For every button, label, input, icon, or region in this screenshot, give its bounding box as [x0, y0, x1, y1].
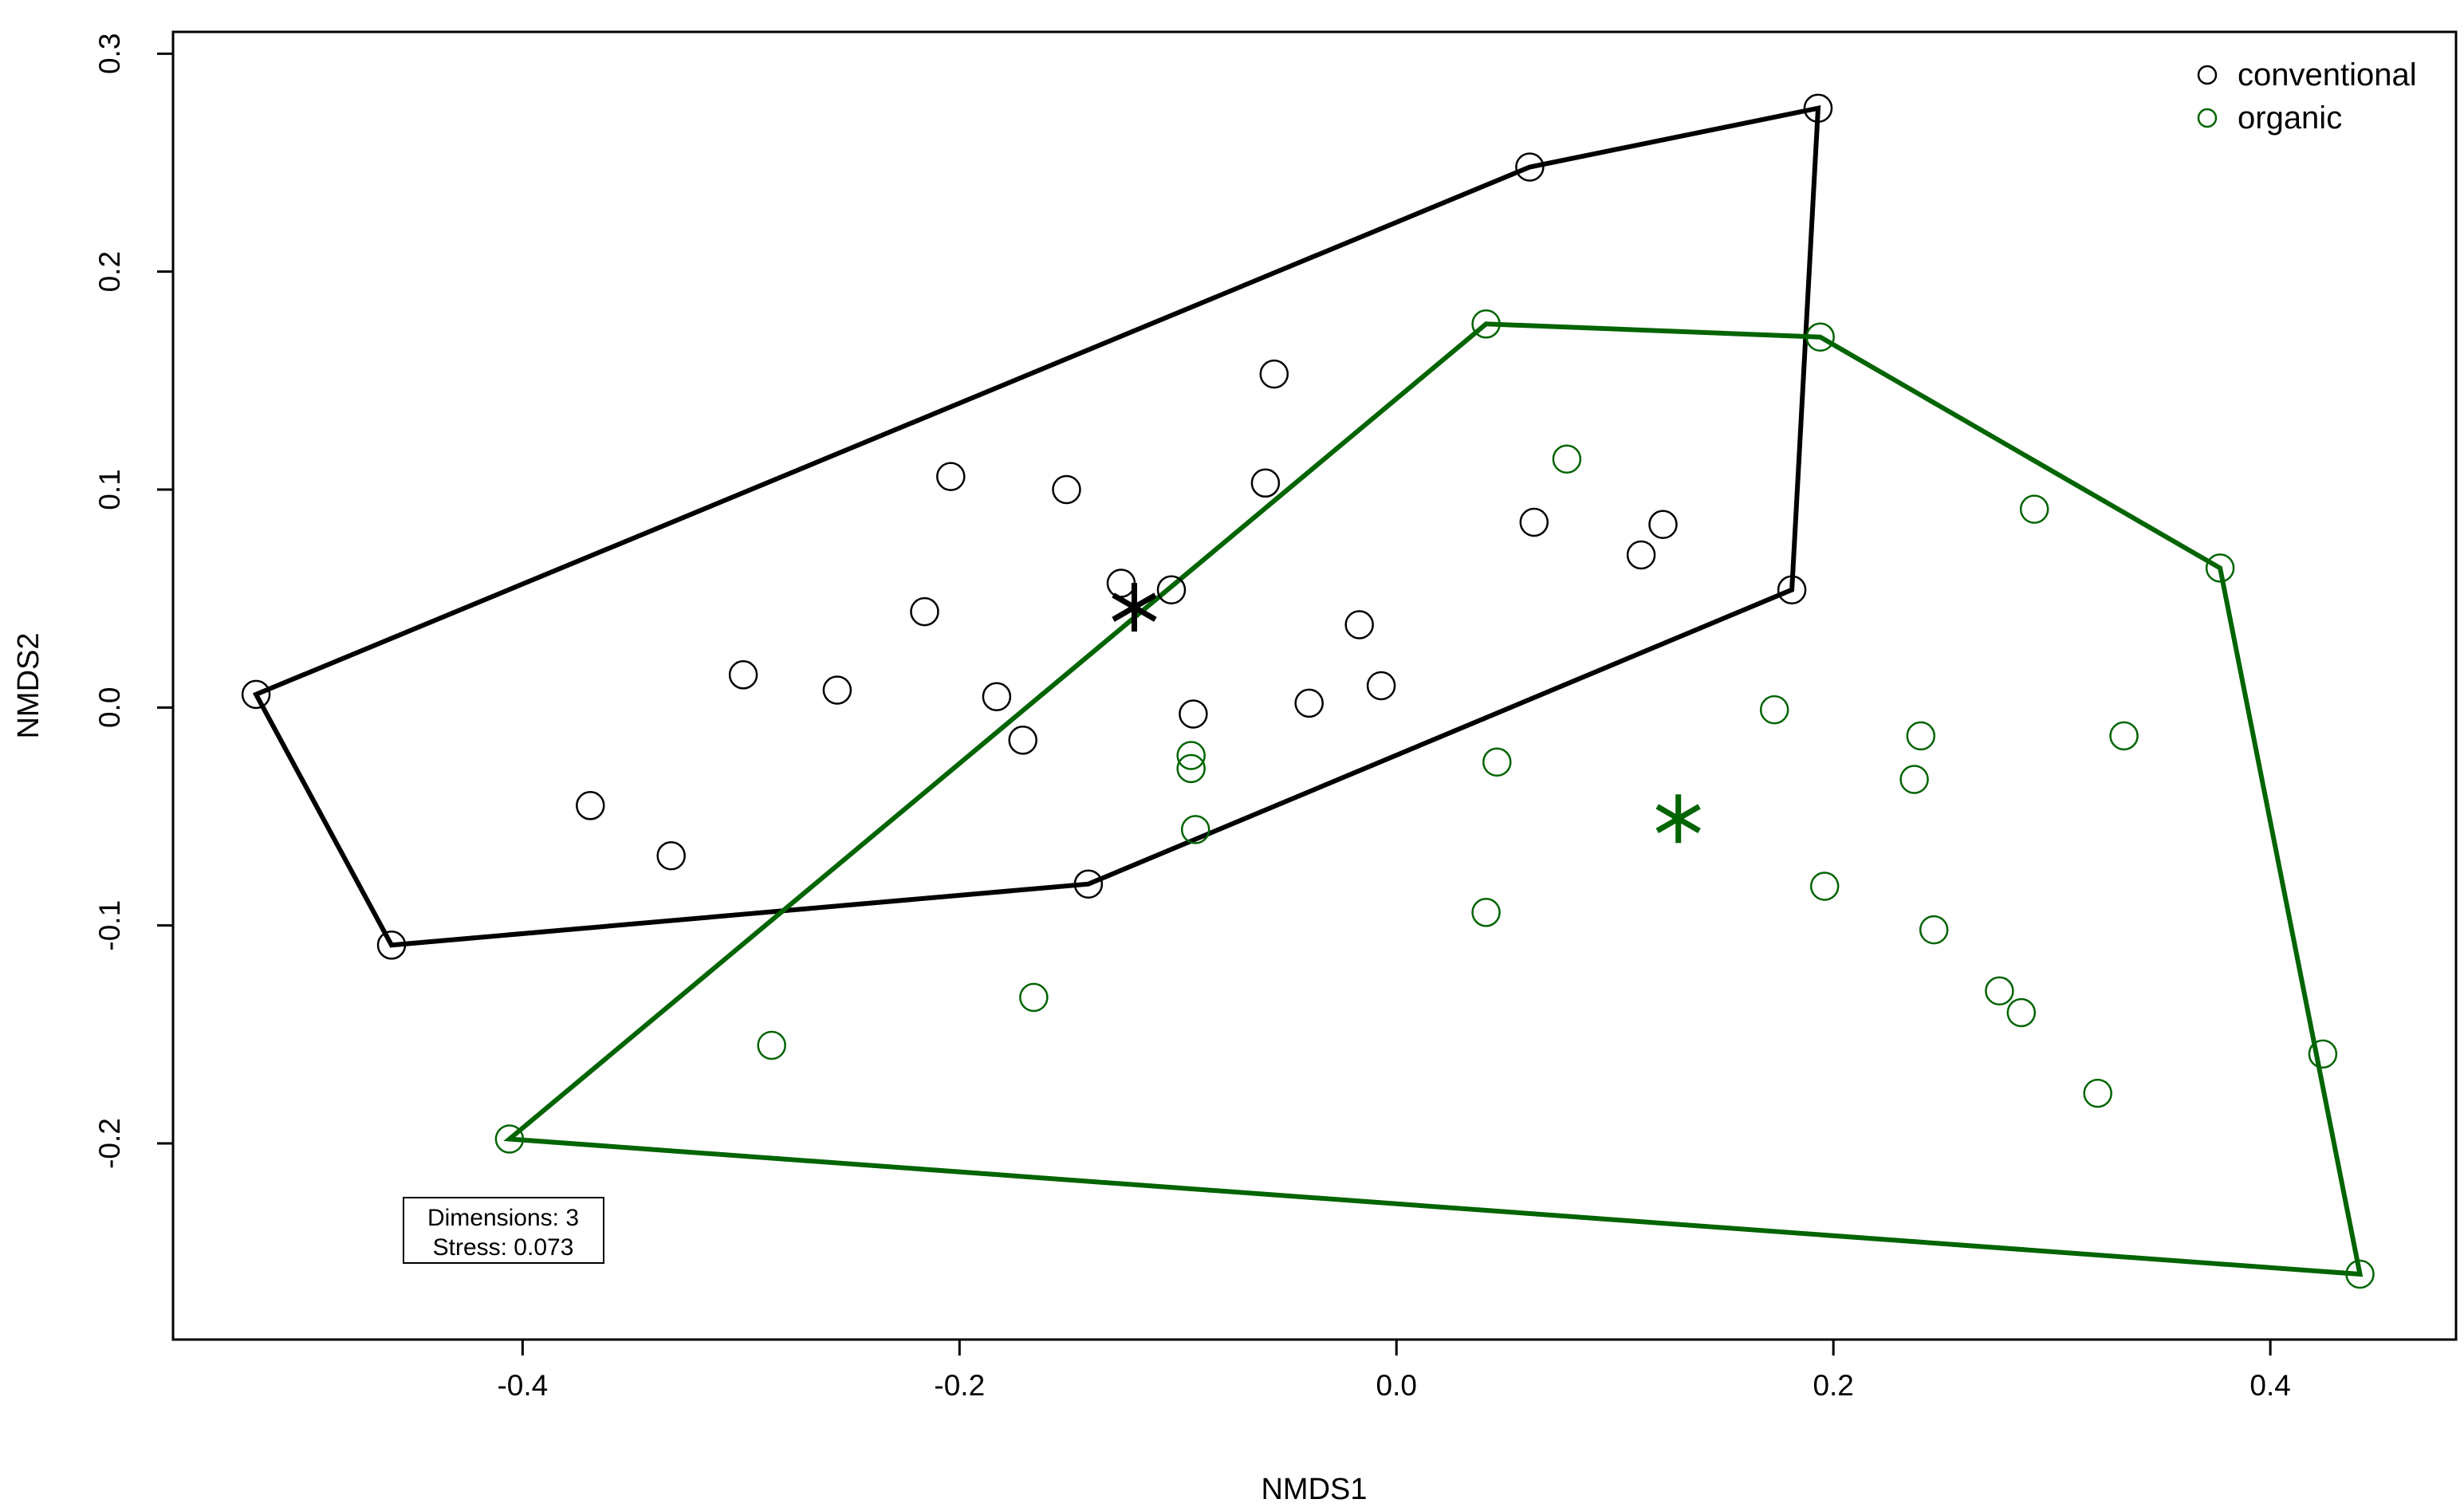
- conventional-point-18: [1344, 610, 1374, 639]
- conventional-centroid-stroke-2: [1112, 592, 1157, 622]
- legend-label-conventional: conventional: [2238, 57, 2417, 92]
- conventional-point-2: [576, 791, 605, 820]
- stress-annotation: Dimensions: 3 Stress: 0.073: [403, 1197, 604, 1264]
- conventional-point-5: [822, 675, 852, 705]
- x-tick-label-0: -0.4: [497, 1369, 548, 1402]
- conventional-point-24: [1777, 575, 1807, 604]
- y-tick-label-5: 0.3: [93, 33, 126, 74]
- organic-point-22: [2308, 1039, 2338, 1069]
- organic-point-10: [1759, 694, 1789, 725]
- organic-point-20: [2109, 721, 2139, 751]
- organic-point-15: [1919, 915, 1949, 945]
- organic-centroid: [1655, 794, 1701, 844]
- conventional-point-9: [1008, 726, 1037, 755]
- legend-marker-conventional: [2197, 65, 2218, 85]
- organic-point-2: [1019, 982, 1049, 1013]
- y-tick-label-4: 0.2: [93, 251, 126, 292]
- conventional-point-17: [1294, 688, 1324, 718]
- conventional-point-3: [656, 840, 686, 871]
- conventional-point-15: [1250, 468, 1281, 498]
- y-tick-label-2: 0.0: [93, 687, 126, 728]
- organic-point-14: [1906, 721, 1936, 751]
- plot-frame: [171, 30, 2458, 1341]
- conventional-point-22: [1626, 540, 1656, 570]
- legend-marker-organic: [2197, 108, 2218, 128]
- conventional-point-0: [241, 679, 271, 710]
- organic-point-3: [1176, 741, 1206, 770]
- organic-point-6: [1471, 309, 1501, 339]
- conventional-point-14: [1179, 699, 1208, 729]
- organic-point-9: [1552, 444, 1582, 474]
- conventional-centroid: [1112, 583, 1157, 632]
- organic-point-4: [1176, 754, 1206, 784]
- y-tick-label-3: 0.1: [93, 469, 126, 510]
- stress-text: Stress: 0.073: [433, 1234, 574, 1261]
- conventional-point-4: [728, 660, 758, 690]
- conventional-point-19: [1366, 671, 1396, 701]
- organic-centroid-stroke-2: [1655, 804, 1701, 833]
- points-layer: [241, 93, 2375, 1289]
- conventional-point-8: [982, 682, 1012, 711]
- organic-point-17: [2006, 997, 2037, 1028]
- organic-point-18: [2019, 494, 2049, 524]
- y-tick-label-0: -0.2: [93, 1118, 126, 1169]
- y-tick-label-1: -0.1: [93, 900, 126, 951]
- conventional-point-20: [1515, 152, 1545, 182]
- organic-point-1: [757, 1030, 786, 1060]
- organic-point-19: [2083, 1078, 2112, 1108]
- conventional-point-11: [1073, 869, 1104, 899]
- conventional-point-21: [1519, 507, 1549, 537]
- organic-point-5: [1180, 815, 1210, 844]
- conventional-point-13: [1156, 575, 1187, 604]
- y-axis: -0.2 -0.1 0.0 0.1 0.2 0.3: [93, 33, 173, 1169]
- conventional-point-6: [910, 596, 939, 627]
- conventional-point-25: [1803, 93, 1833, 123]
- organic-point-0: [494, 1124, 525, 1154]
- organic-point-13: [1899, 765, 1929, 794]
- legend: conventional organic: [2197, 57, 2417, 136]
- organic-point-11: [1805, 322, 1835, 352]
- hull-layer: [252, 104, 2364, 1277]
- centroid-layer: [1112, 583, 1701, 844]
- organic-point-8: [1482, 747, 1512, 777]
- organic-hull: [503, 321, 2364, 1277]
- organic-point-7: [1471, 898, 1501, 927]
- x-tick-label-2: 0.0: [1376, 1369, 1417, 1402]
- conventional-hull: [252, 104, 1821, 948]
- organic-point-23: [2345, 1259, 2375, 1289]
- x-tick-label-1: -0.2: [934, 1369, 985, 1402]
- conventional-point-23: [1648, 510, 1678, 539]
- x-tick-label-4: 0.4: [2249, 1369, 2290, 1402]
- conventional-point-10: [1052, 474, 1081, 505]
- dimensions-text: Dimensions: 3: [427, 1205, 579, 1231]
- conventional-point-7: [936, 462, 966, 491]
- organic-point-16: [1985, 976, 2014, 1005]
- y-axis-label: NMDS2: [12, 632, 45, 738]
- organic-point-21: [2205, 553, 2235, 583]
- organic-point-12: [1809, 872, 1840, 901]
- x-tick-label-3: 0.2: [1813, 1369, 1853, 1402]
- conventional-point-1: [376, 931, 407, 960]
- stress-annotation-box: [403, 1197, 604, 1264]
- conventional-point-16: [1259, 359, 1289, 389]
- legend-label-organic: organic: [2238, 100, 2342, 136]
- x-axis: -0.4 -0.2 0.0 0.2 0.4: [497, 1340, 2291, 1402]
- x-axis-label: NMDS1: [1261, 1473, 1367, 1506]
